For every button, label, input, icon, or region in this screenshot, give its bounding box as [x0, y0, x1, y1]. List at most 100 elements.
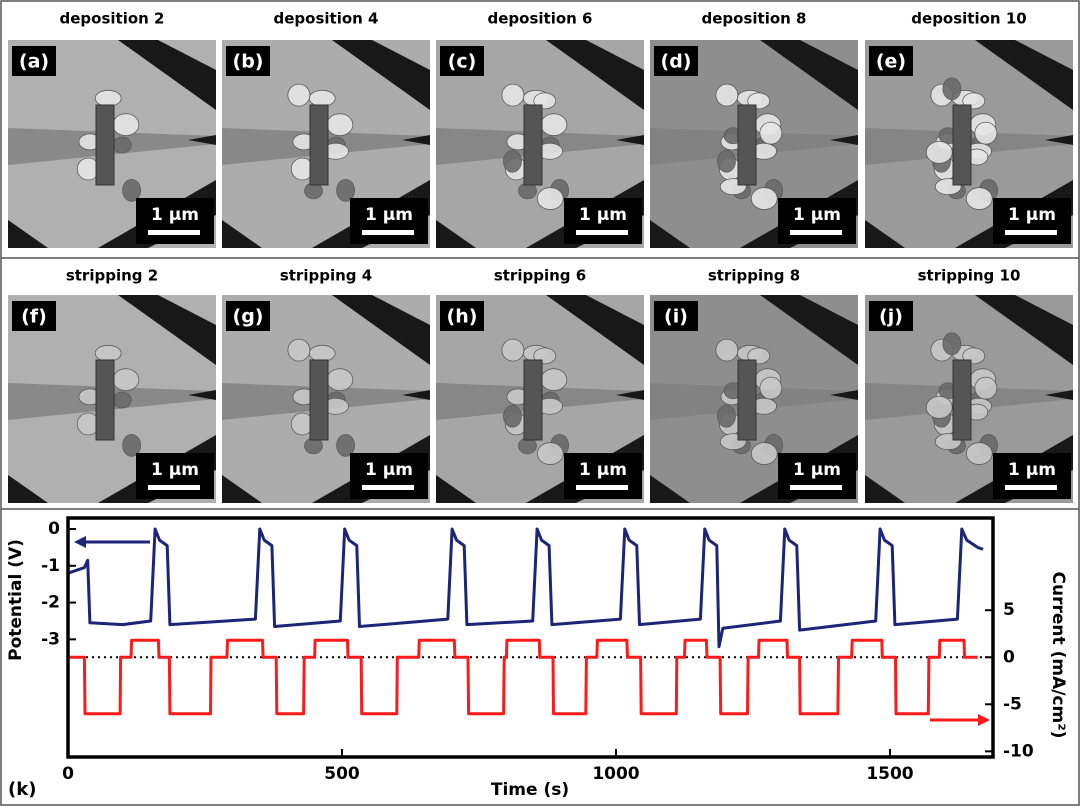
deposit [122, 178, 141, 202]
deposit [759, 121, 783, 145]
label-box [869, 301, 913, 331]
deposit [965, 442, 993, 465]
panel-title: deposition 6 [488, 10, 593, 28]
y2-tick-label: -5 [1003, 694, 1022, 714]
scale-bar [362, 485, 414, 490]
scale-text: 1 μm [1008, 460, 1056, 480]
electrode [975, 295, 1073, 365]
x-tick-label: 1500 [866, 764, 913, 784]
deposit [112, 368, 140, 392]
deposit [717, 404, 736, 428]
panel-title: deposition 8 [702, 10, 807, 28]
electrode-tip [188, 135, 216, 145]
deposit [974, 376, 998, 400]
scale-bar [362, 230, 414, 235]
electrode-tip [1045, 390, 1073, 400]
y2-tick-label: 5 [1003, 600, 1015, 620]
micrograph: (b) 1 μm [222, 40, 430, 248]
label-box [440, 46, 484, 76]
panel-label: (a) [19, 51, 49, 73]
scale-bar [148, 230, 200, 235]
series-line [68, 638, 978, 716]
electrode-tip [830, 390, 858, 400]
micrograph: (h) 1 μm [436, 295, 644, 503]
panel-title: stripping 4 [280, 267, 372, 285]
plot-frame [66, 516, 995, 759]
nanowire [523, 359, 543, 441]
panel-label: (k) [8, 779, 36, 800]
scale-bar [790, 485, 842, 490]
electrode [436, 475, 476, 503]
scale-box [136, 453, 214, 499]
electrode [1015, 295, 1073, 325]
deposit [336, 433, 355, 457]
electrode [332, 295, 430, 365]
x-axis-label: Time (s) [491, 780, 569, 800]
deposit [503, 149, 522, 173]
label-box [12, 301, 56, 331]
deposit [94, 89, 122, 107]
deposit [308, 344, 336, 362]
electrode [8, 220, 48, 248]
nanowire [952, 359, 972, 441]
deposit [750, 442, 778, 465]
panel-label: (g) [233, 306, 264, 328]
panel-title: deposition 2 [60, 10, 165, 28]
deposit [287, 83, 311, 107]
label-box [440, 301, 484, 331]
panel-title: deposition 10 [911, 10, 1026, 28]
deposit [750, 187, 778, 210]
scale-box [136, 198, 214, 244]
y2-tick-label: 0 [1003, 647, 1015, 667]
deposit [540, 368, 568, 392]
micrograph: (a) 1 μm [8, 40, 216, 248]
panel-title: deposition 4 [274, 10, 379, 28]
electrode [118, 40, 216, 110]
scale-bar [790, 230, 842, 235]
electrode [372, 40, 430, 70]
deposit [925, 395, 953, 419]
deposit [503, 404, 522, 428]
nanowire [523, 104, 543, 186]
electrode [1015, 40, 1073, 70]
axis-arrow-head [74, 536, 86, 548]
deposit [536, 187, 564, 210]
panel-title: stripping 10 [918, 267, 1021, 285]
scale-box [564, 453, 642, 499]
nanowire [309, 104, 329, 186]
electrode [546, 40, 644, 110]
nanowire [95, 104, 115, 186]
micrograph: (g) 1 μm [222, 295, 430, 503]
panel-title: stripping 6 [494, 267, 586, 285]
scale-text: 1 μm [151, 460, 199, 480]
electrode [650, 220, 690, 248]
scale-text: 1 μm [579, 460, 627, 480]
electrode [800, 40, 858, 70]
electrode [8, 475, 48, 503]
electrode-tip [402, 390, 430, 400]
deposit [715, 83, 739, 107]
scale-text: 1 μm [579, 205, 627, 225]
micrograph: (j) 1 μm [865, 295, 1073, 503]
electrode [800, 295, 858, 325]
deposit [717, 149, 736, 173]
electrode-tip [1045, 135, 1073, 145]
scale-box [564, 198, 642, 244]
panel-label: (e) [876, 51, 906, 73]
label-box [226, 301, 270, 331]
deposit [715, 338, 739, 362]
electrode [546, 295, 644, 365]
deposit [112, 391, 132, 409]
y-tick-label: 0 [48, 519, 60, 539]
panel-label: (d) [661, 51, 692, 73]
panel-label: (c) [448, 51, 477, 73]
y2-tick-label: -10 [1003, 741, 1034, 761]
electrode [372, 295, 430, 325]
deposit [942, 77, 962, 101]
scale-box [778, 453, 856, 499]
electrode [760, 40, 858, 110]
label-box [869, 46, 913, 76]
electrode [158, 40, 216, 70]
